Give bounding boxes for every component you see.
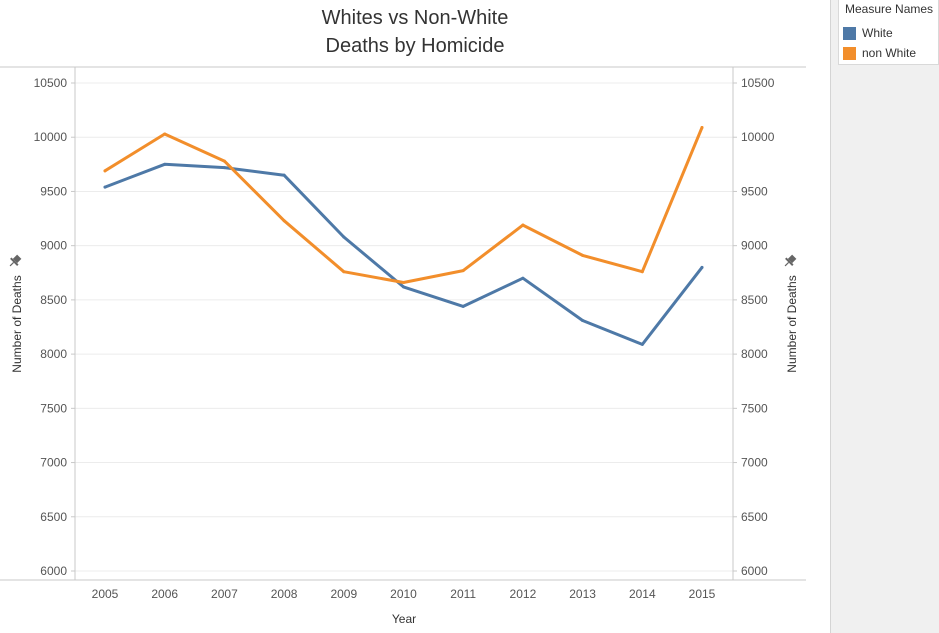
x-tick-label: 2007 bbox=[211, 587, 238, 601]
series-lines bbox=[103, 125, 704, 346]
right-y-tick-label: 9500 bbox=[741, 184, 768, 198]
right-y-axis-title: Number of Deaths bbox=[785, 275, 799, 372]
data-point-white[interactable] bbox=[402, 285, 405, 289]
left-y-tick-label: 8500 bbox=[40, 293, 67, 307]
x-tick-label: 2008 bbox=[271, 587, 298, 601]
x-tick-label: 2014 bbox=[629, 587, 656, 601]
pin-icon[interactable] bbox=[782, 253, 798, 269]
left-y-tick-label: 8000 bbox=[40, 347, 67, 361]
left-y-axis-title: Number of Deaths bbox=[10, 275, 24, 372]
left-y-tick-label: 7000 bbox=[40, 456, 67, 470]
legend: Measure Names White non White bbox=[838, 0, 939, 65]
line-chart: 6000 6500 7000 7500 8000 8500 9000 9500 10000 105… bbox=[0, 66, 806, 626]
x-tick-label: 2005 bbox=[92, 587, 119, 601]
x-tick-label: 2011 bbox=[450, 587, 476, 601]
side-panel bbox=[830, 0, 939, 633]
right-y-tick-label: 8000 bbox=[741, 347, 768, 361]
chart-title-line-1: Whites vs Non-White bbox=[321, 7, 509, 29]
left-y-tick-label: 10000 bbox=[34, 130, 68, 144]
right-y-tick-label: 7000 bbox=[741, 456, 768, 470]
data-point-white[interactable] bbox=[222, 166, 226, 170]
data-point-white[interactable] bbox=[581, 318, 585, 322]
left-y-tick-label: 9000 bbox=[40, 239, 67, 253]
right-y-tick-label: 7500 bbox=[741, 401, 768, 415]
data-point-non-white[interactable] bbox=[461, 269, 465, 273]
series-line-non-white[interactable] bbox=[103, 126, 704, 284]
data-point-white[interactable] bbox=[521, 276, 525, 280]
left-y-ticks: 6000 6500 7000 7500 8000 8500 9000 9500 10000 105… bbox=[34, 76, 75, 578]
chart-title: Whites vs Non-White Deaths by Homicide bbox=[0, 4, 830, 60]
left-y-tick-label: 6500 bbox=[40, 510, 67, 524]
right-y-tick-label: 6500 bbox=[741, 510, 768, 524]
data-point-non-white[interactable] bbox=[163, 132, 167, 136]
legend-title: Measure Names bbox=[845, 2, 934, 16]
legend-swatch-white bbox=[843, 26, 856, 40]
data-point-white[interactable] bbox=[342, 235, 346, 239]
x-tick-label: 2012 bbox=[510, 587, 537, 601]
data-point-white[interactable] bbox=[103, 185, 107, 189]
data-point-non-white[interactable] bbox=[103, 169, 107, 173]
gridlines bbox=[75, 82, 733, 572]
data-point-non-white[interactable] bbox=[282, 219, 286, 223]
legend-swatch-non-white bbox=[843, 46, 856, 60]
data-point-non-white[interactable] bbox=[342, 270, 346, 274]
data-point-non-white[interactable] bbox=[222, 159, 226, 163]
left-y-tick-label: 7500 bbox=[40, 401, 67, 415]
legend-label-white: White bbox=[862, 26, 893, 40]
data-point-non-white[interactable] bbox=[581, 253, 585, 257]
x-tick-label: 2013 bbox=[569, 587, 596, 601]
data-point-white[interactable] bbox=[282, 173, 286, 177]
data-point-white[interactable] bbox=[700, 265, 704, 269]
right-y-ticks: 6000 6500 7000 7500 8000 8500 9000 9500 10000 105… bbox=[733, 76, 775, 578]
legend-item-non-white[interactable]: non White bbox=[843, 46, 916, 60]
data-point-white[interactable] bbox=[163, 162, 167, 166]
right-y-tick-label: 8500 bbox=[741, 293, 768, 307]
legend-label-non-white: non White bbox=[862, 46, 917, 60]
x-tick-label: 2010 bbox=[390, 587, 417, 601]
data-point-white[interactable] bbox=[461, 304, 465, 308]
right-y-tick-label: 10500 bbox=[741, 76, 775, 90]
left-y-tick-label: 6000 bbox=[40, 564, 67, 578]
x-tick-label: 2015 bbox=[689, 587, 716, 601]
data-point-non-white[interactable] bbox=[700, 125, 704, 129]
right-y-tick-label: 6000 bbox=[741, 564, 768, 578]
data-point-non-white[interactable] bbox=[640, 270, 644, 274]
x-ticks: 2005 2006 2007 2008 2009 2010 2011 2012 2013 2014… bbox=[92, 587, 716, 601]
left-y-tick-label: 10500 bbox=[34, 76, 68, 90]
chart-title-line-2: Deaths by Homicide bbox=[325, 35, 505, 57]
right-y-tick-label: 9000 bbox=[741, 239, 768, 253]
legend-item-white[interactable]: White bbox=[843, 26, 893, 40]
data-point-non-white[interactable] bbox=[521, 223, 525, 227]
data-point-white[interactable] bbox=[640, 342, 644, 346]
x-tick-label: 2009 bbox=[330, 587, 357, 601]
data-point-non-white[interactable] bbox=[402, 281, 405, 285]
x-axis-title: Year bbox=[392, 612, 416, 626]
left-y-tick-label: 9500 bbox=[40, 184, 67, 198]
pin-icon[interactable] bbox=[7, 253, 23, 269]
right-y-tick-label: 10000 bbox=[741, 130, 775, 144]
x-tick-label: 2006 bbox=[151, 587, 178, 601]
